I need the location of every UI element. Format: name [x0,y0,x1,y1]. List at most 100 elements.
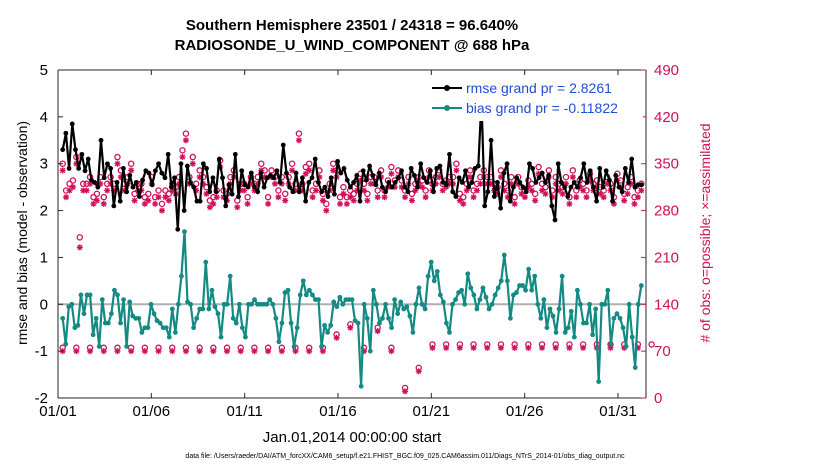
rmse-point [178,161,184,167]
obs-assimilated-marker [528,187,535,194]
bias-point [69,301,75,307]
obs-possible-marker [114,153,121,161]
bias-point [526,266,532,272]
obs-assimilated-marker [69,184,76,191]
bias-point [602,301,608,307]
bias-point [212,304,218,310]
obs-possible-marker [648,341,655,348]
rmse-point [574,184,580,190]
obs-assimilated-marker [470,344,477,351]
bias-point [413,301,419,307]
legend-bias-marker [444,105,450,111]
obs-assimilated-marker [402,194,409,201]
bias-point [230,315,236,321]
obs-possible-marker [131,190,138,198]
obs-assimilated-marker [237,348,244,355]
obs-assimilated-marker [402,388,409,395]
obs-assimilated-marker [158,207,165,214]
rmse-point [271,175,277,181]
rmse-point [373,182,379,188]
y-tick-label: 0 [40,296,48,313]
rmse-point [210,175,216,181]
bias-point [398,299,404,305]
bias-point [249,301,254,307]
bias-point [614,311,620,317]
bias-point [267,297,273,302]
rmse-point [245,184,251,190]
obs-possible-marker [258,160,265,167]
bias-point [523,287,528,293]
rmse-point [485,189,491,195]
rmse-point [191,184,197,190]
obs-assimilated-marker [374,194,381,201]
rmse-point [232,151,238,157]
obs-possible-marker [192,180,200,188]
bias-point [300,278,306,284]
bias-point [112,287,117,293]
bias-point [367,348,373,354]
obs-assimilated-marker [152,200,159,207]
rmse-point [606,177,612,183]
bias-point [124,344,130,349]
bias-point [279,320,285,326]
obs-assimilated-marker [621,197,628,204]
rmse-point [184,163,190,169]
y-right-tick-label: 280 [654,203,679,220]
obs-assimilated-marker [511,200,518,207]
rmse-point [392,180,398,185]
x-tick-label: 01/11 [226,403,262,420]
rmse-point [66,166,72,171]
obs-assimilated-marker [275,194,282,201]
rmse-point [594,198,599,204]
bias-point [303,292,309,298]
bias-point [194,315,200,321]
bias-point [166,334,172,340]
rmse-point [146,170,152,176]
obs-possible-marker [453,160,460,167]
bias-point [440,299,446,305]
rmse-point [239,168,245,174]
obs-possible-marker [497,167,505,174]
rmse-point [370,173,376,178]
rmse-point [133,180,139,185]
bias-point [538,315,544,321]
rmse-point [418,161,424,167]
obs-assimilated-marker [388,348,395,355]
obs-assimilated-marker [539,344,546,351]
rmse-point [306,180,312,185]
rmse-point [319,189,325,195]
bias-point [529,287,535,293]
bias-point [96,344,102,349]
rmse-point [332,191,337,197]
bias-point [608,341,614,347]
rmse-point [386,180,392,185]
bias-point [163,325,169,331]
obs-assimilated-marker [93,197,100,204]
obs-possible-marker [79,180,87,188]
obs-assimilated-marker [295,137,302,144]
rmse-point [114,180,120,185]
obs-assimilated-marker [155,348,162,355]
rmse-point [325,194,331,199]
x-axis-label: Jan.01,2014 00:00:00 start [263,429,442,446]
bias-point [331,299,337,305]
bias-point [377,320,382,326]
bias-point [203,259,209,265]
rmse-point [533,180,539,185]
rmse-point [603,168,609,174]
obs-possible-marker [275,187,282,194]
rmse-point [284,170,289,176]
rmse-point [546,173,552,178]
bias-point [422,306,428,312]
obs-assimilated-marker [182,137,189,144]
rmse-point [220,175,225,181]
obs-possible-marker [281,190,289,198]
bias-point [590,332,596,338]
rmse-point [559,180,564,185]
y-tick-label: -2 [35,390,48,407]
obs-assimilated-marker [179,154,186,161]
obs-possible-marker [162,187,169,194]
rmse-point [488,137,494,143]
bias-point [264,301,270,307]
obs-possible-marker [305,160,313,167]
